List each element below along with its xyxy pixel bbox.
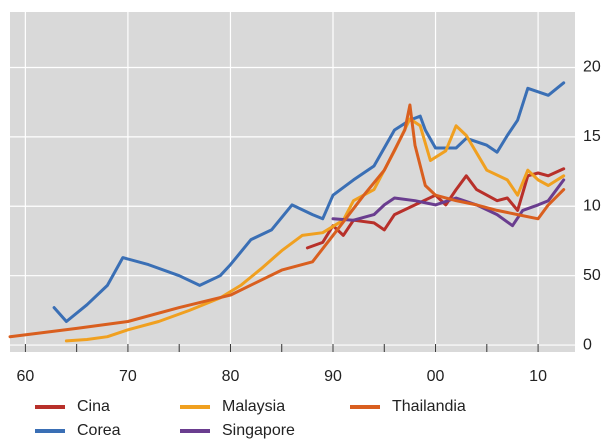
legend-label: Cina [77, 398, 110, 415]
x-tick-label: 70 [119, 368, 137, 385]
y-tick-label: 50 [583, 267, 601, 284]
legend-label: Singapore [222, 422, 295, 439]
series-line [305, 167, 566, 250]
y-tick-label: 150 [583, 128, 601, 145]
plot-area [10, 12, 575, 352]
y-tick-label: 100 [583, 198, 601, 215]
legend-label: Malaysia [222, 398, 285, 415]
x-tick-label: 10 [529, 368, 547, 385]
x-tick-label: 80 [222, 368, 240, 385]
legend-label: Thailandia [392, 398, 466, 415]
x-tick-label: 00 [427, 368, 445, 385]
series-line [8, 103, 566, 339]
legend-label: Corea [77, 422, 121, 439]
series-line [64, 117, 566, 343]
x-tick-label: 90 [324, 368, 342, 385]
y-tick-label: 0 [583, 336, 592, 353]
x-tick-label: 60 [16, 368, 34, 385]
series-line [331, 178, 566, 228]
series-line [52, 81, 566, 323]
y-tick-label: 200 [583, 59, 601, 76]
